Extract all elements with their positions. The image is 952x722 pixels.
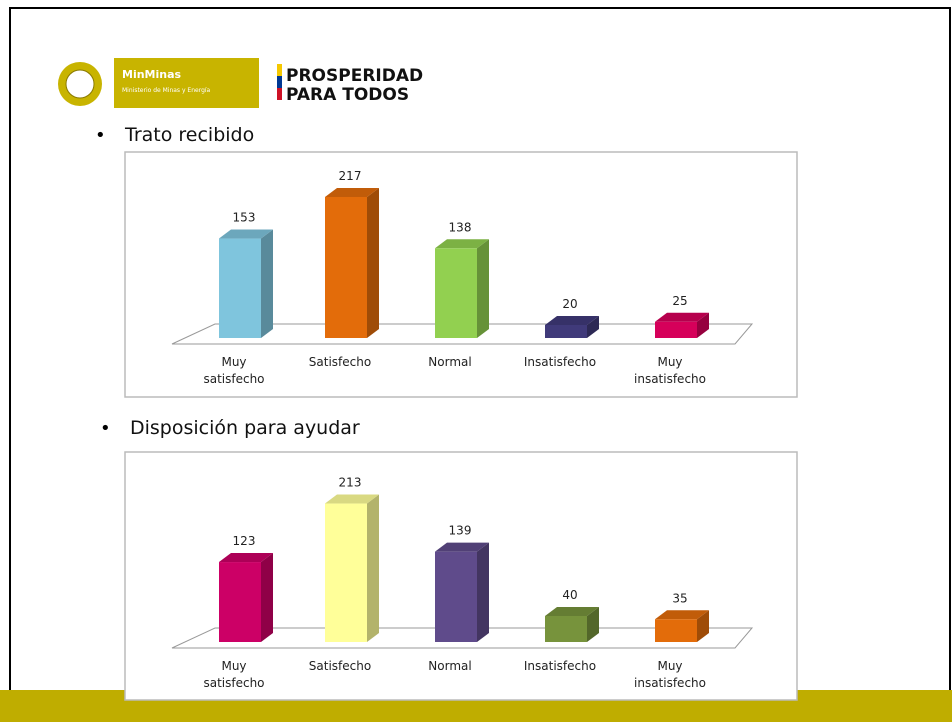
category-label: Muy — [221, 355, 246, 369]
category-label: satisfecho — [203, 676, 264, 690]
bar — [435, 248, 477, 338]
bar-top — [655, 312, 709, 322]
value-label: 139 — [449, 524, 472, 538]
flag-blue — [277, 76, 282, 88]
value-label: 153 — [233, 211, 256, 225]
value-label: 25 — [672, 294, 687, 308]
bar — [435, 551, 477, 642]
bar-side — [367, 187, 379, 338]
bar-side — [261, 229, 273, 338]
category-label: Insatisfecho — [524, 355, 596, 369]
category-label: Normal — [428, 659, 471, 673]
ministry-name: MinMinas — [122, 68, 182, 81]
value-label: 217 — [339, 169, 362, 183]
bar — [325, 196, 367, 338]
category-label: Satisfecho — [309, 659, 371, 673]
value-label: 138 — [449, 220, 472, 234]
bar — [655, 619, 697, 642]
bullet: • — [95, 125, 106, 146]
bar-side — [697, 610, 709, 642]
bar — [325, 503, 367, 642]
ministry-subtitle: Ministerio de Minas y Energía — [122, 87, 211, 94]
value-label: 20 — [562, 297, 577, 311]
category-label: Muy — [657, 659, 682, 673]
bullet-text: Disposición para ayudar — [130, 417, 360, 439]
bar-side — [261, 553, 273, 642]
bar-side — [477, 239, 489, 338]
bar-top — [219, 553, 273, 563]
bar-top — [325, 187, 379, 197]
slogan-1: PROSPERIDAD — [286, 66, 423, 86]
bar — [655, 321, 697, 338]
slide-border — [9, 7, 951, 690]
slogan-2: PARA TODOS — [286, 85, 409, 105]
bullet-text: Trato recibido — [124, 124, 254, 146]
bar-side — [587, 316, 599, 338]
ministry-box — [114, 58, 259, 108]
category-label: Insatisfecho — [524, 659, 596, 673]
category-label: insatisfecho — [634, 676, 706, 690]
bar-top — [545, 607, 599, 616]
bar-top — [545, 316, 599, 325]
category-label: Normal — [428, 355, 471, 369]
bar-top — [655, 610, 709, 620]
logo-seal-inner — [65, 69, 95, 99]
bar-side — [477, 542, 489, 642]
bar — [219, 238, 261, 338]
flag-yellow — [277, 64, 282, 76]
bar-top — [325, 494, 379, 504]
category-label: Muy — [657, 355, 682, 369]
category-label: Satisfecho — [309, 355, 371, 369]
bar-top — [435, 542, 489, 552]
category-label: Muy — [221, 659, 246, 673]
category-label: satisfecho — [203, 372, 264, 386]
value-label: 123 — [233, 534, 256, 548]
bar-top — [219, 229, 273, 239]
bar — [219, 562, 261, 642]
value-label: 40 — [562, 588, 577, 602]
bar-side — [587, 607, 599, 642]
category-label: insatisfecho — [634, 372, 706, 386]
bullet: • — [100, 418, 111, 439]
bar-side — [367, 494, 379, 642]
value-label: 213 — [339, 476, 362, 490]
bar-side — [697, 312, 709, 338]
flag-red — [277, 88, 282, 100]
bar — [545, 616, 587, 642]
value-label: 35 — [672, 591, 687, 605]
bar-top — [435, 239, 489, 249]
bar — [545, 325, 587, 338]
